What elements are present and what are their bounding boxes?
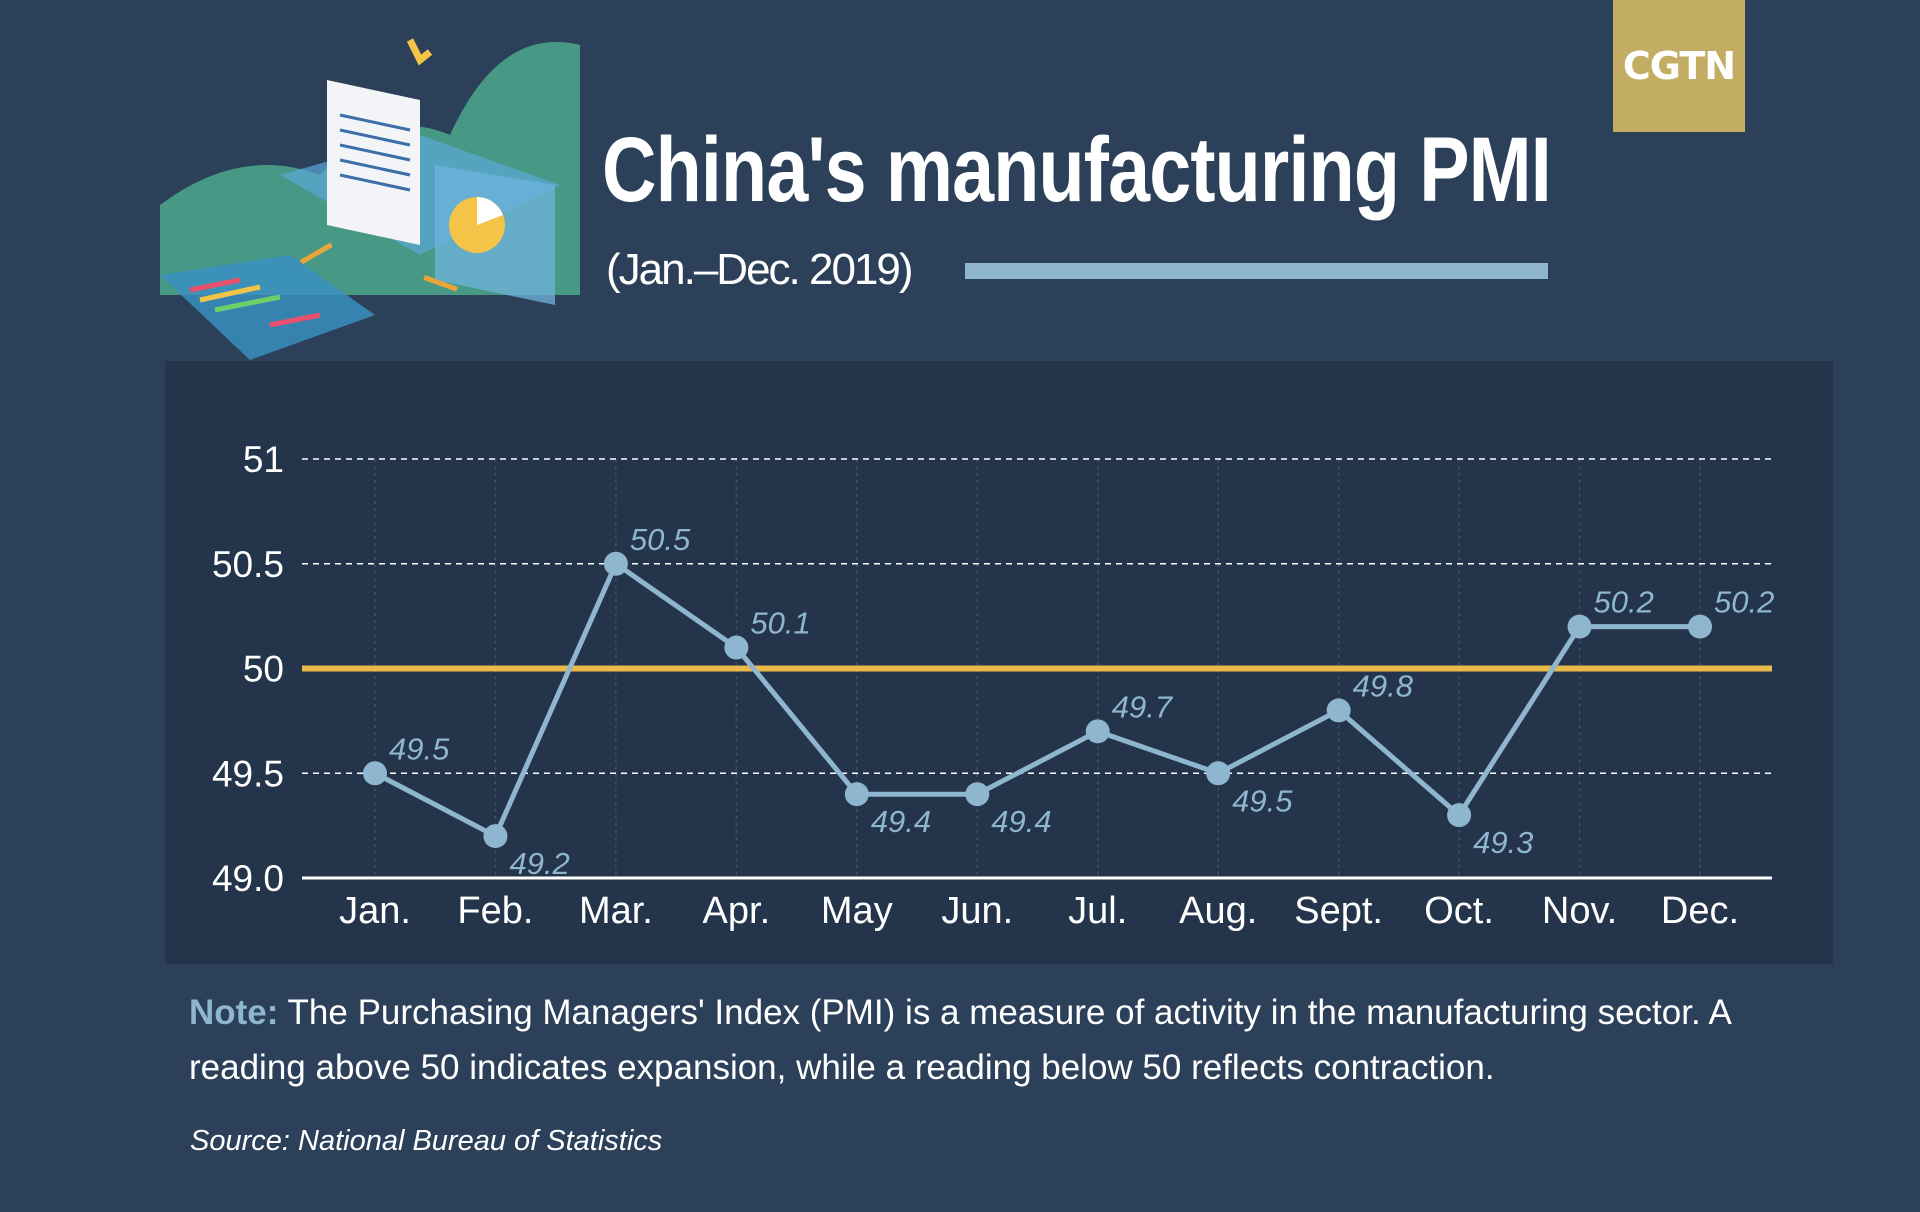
x-tick-label: Dec. — [1661, 890, 1739, 932]
data-point — [1085, 719, 1110, 744]
source: Source: National Bureau of Statistics — [190, 1125, 663, 1157]
data-label: 50.2 — [1714, 585, 1774, 620]
subtitle-decor-bar — [965, 263, 1548, 279]
data-point — [965, 782, 990, 807]
cgtn-logo: CGTN — [1613, 0, 1745, 132]
data-label: 50.2 — [1594, 585, 1654, 620]
page-subtitle: (Jan.–Dec. 2019) — [606, 245, 914, 294]
x-tick-label: Jul. — [1068, 890, 1127, 932]
data-label: 50.5 — [630, 522, 691, 557]
data-point — [844, 782, 869, 807]
data-label: 49.7 — [1112, 689, 1174, 724]
data-point — [363, 761, 387, 786]
data-label: 49.4 — [991, 804, 1051, 839]
data-analysis-illustration — [160, 38, 580, 360]
x-tick-label: Oct. — [1424, 890, 1494, 932]
note: Note: The Purchasing Managers' Index (PM… — [189, 985, 1839, 1095]
chart-panel: 49.0 49.5 50 50.5 51 Jan. Feb. Mar. Apr. May Jun. J… — [165, 361, 1833, 964]
y-tick-label: 49.0 — [212, 858, 284, 899]
data-point — [1206, 761, 1231, 786]
data-label: 49.4 — [871, 804, 931, 839]
data-label: 49.3 — [1473, 825, 1533, 860]
data-label: 49.5 — [389, 731, 450, 766]
pmi-line-chart: 49.0 49.5 50 50.5 51 Jan. Feb. Mar. Apr. May Jun. J… — [212, 439, 1774, 932]
note-text: The Purchasing Managers' Index (PMI) is … — [189, 993, 1730, 1087]
x-tick-label: Nov. — [1542, 890, 1617, 932]
data-point — [483, 824, 508, 849]
y-tick-label: 49.5 — [212, 753, 284, 794]
data-point — [1688, 614, 1712, 639]
data-label: 50.1 — [750, 606, 810, 641]
note-label: Note: — [189, 993, 279, 1032]
data-point — [1567, 614, 1592, 639]
x-tick-label: Feb. — [457, 890, 533, 932]
x-tick-label: Apr. — [703, 890, 771, 932]
series-line — [373, 559, 1700, 840]
x-tick-label: Sept. — [1294, 890, 1383, 932]
data-point — [1326, 698, 1351, 723]
data-label: 49.5 — [1232, 783, 1293, 818]
x-tick-label: Aug. — [1179, 890, 1257, 932]
y-tick-label: 51 — [243, 439, 284, 480]
x-tick-label: Jan. — [339, 890, 411, 932]
data-label: 49.8 — [1353, 668, 1414, 703]
data-label: 49.2 — [509, 846, 569, 881]
y-tick-label: 50 — [243, 649, 284, 690]
y-tick-label: 50.5 — [212, 544, 284, 585]
page-title: China's manufacturing PMI — [602, 119, 1552, 221]
data-point — [724, 635, 749, 660]
x-tick-label: Jun. — [941, 890, 1013, 932]
data-point — [603, 551, 628, 576]
x-tick-label: May — [821, 890, 893, 932]
x-tick-label: Mar. — [579, 890, 653, 932]
data-point — [1447, 803, 1472, 828]
